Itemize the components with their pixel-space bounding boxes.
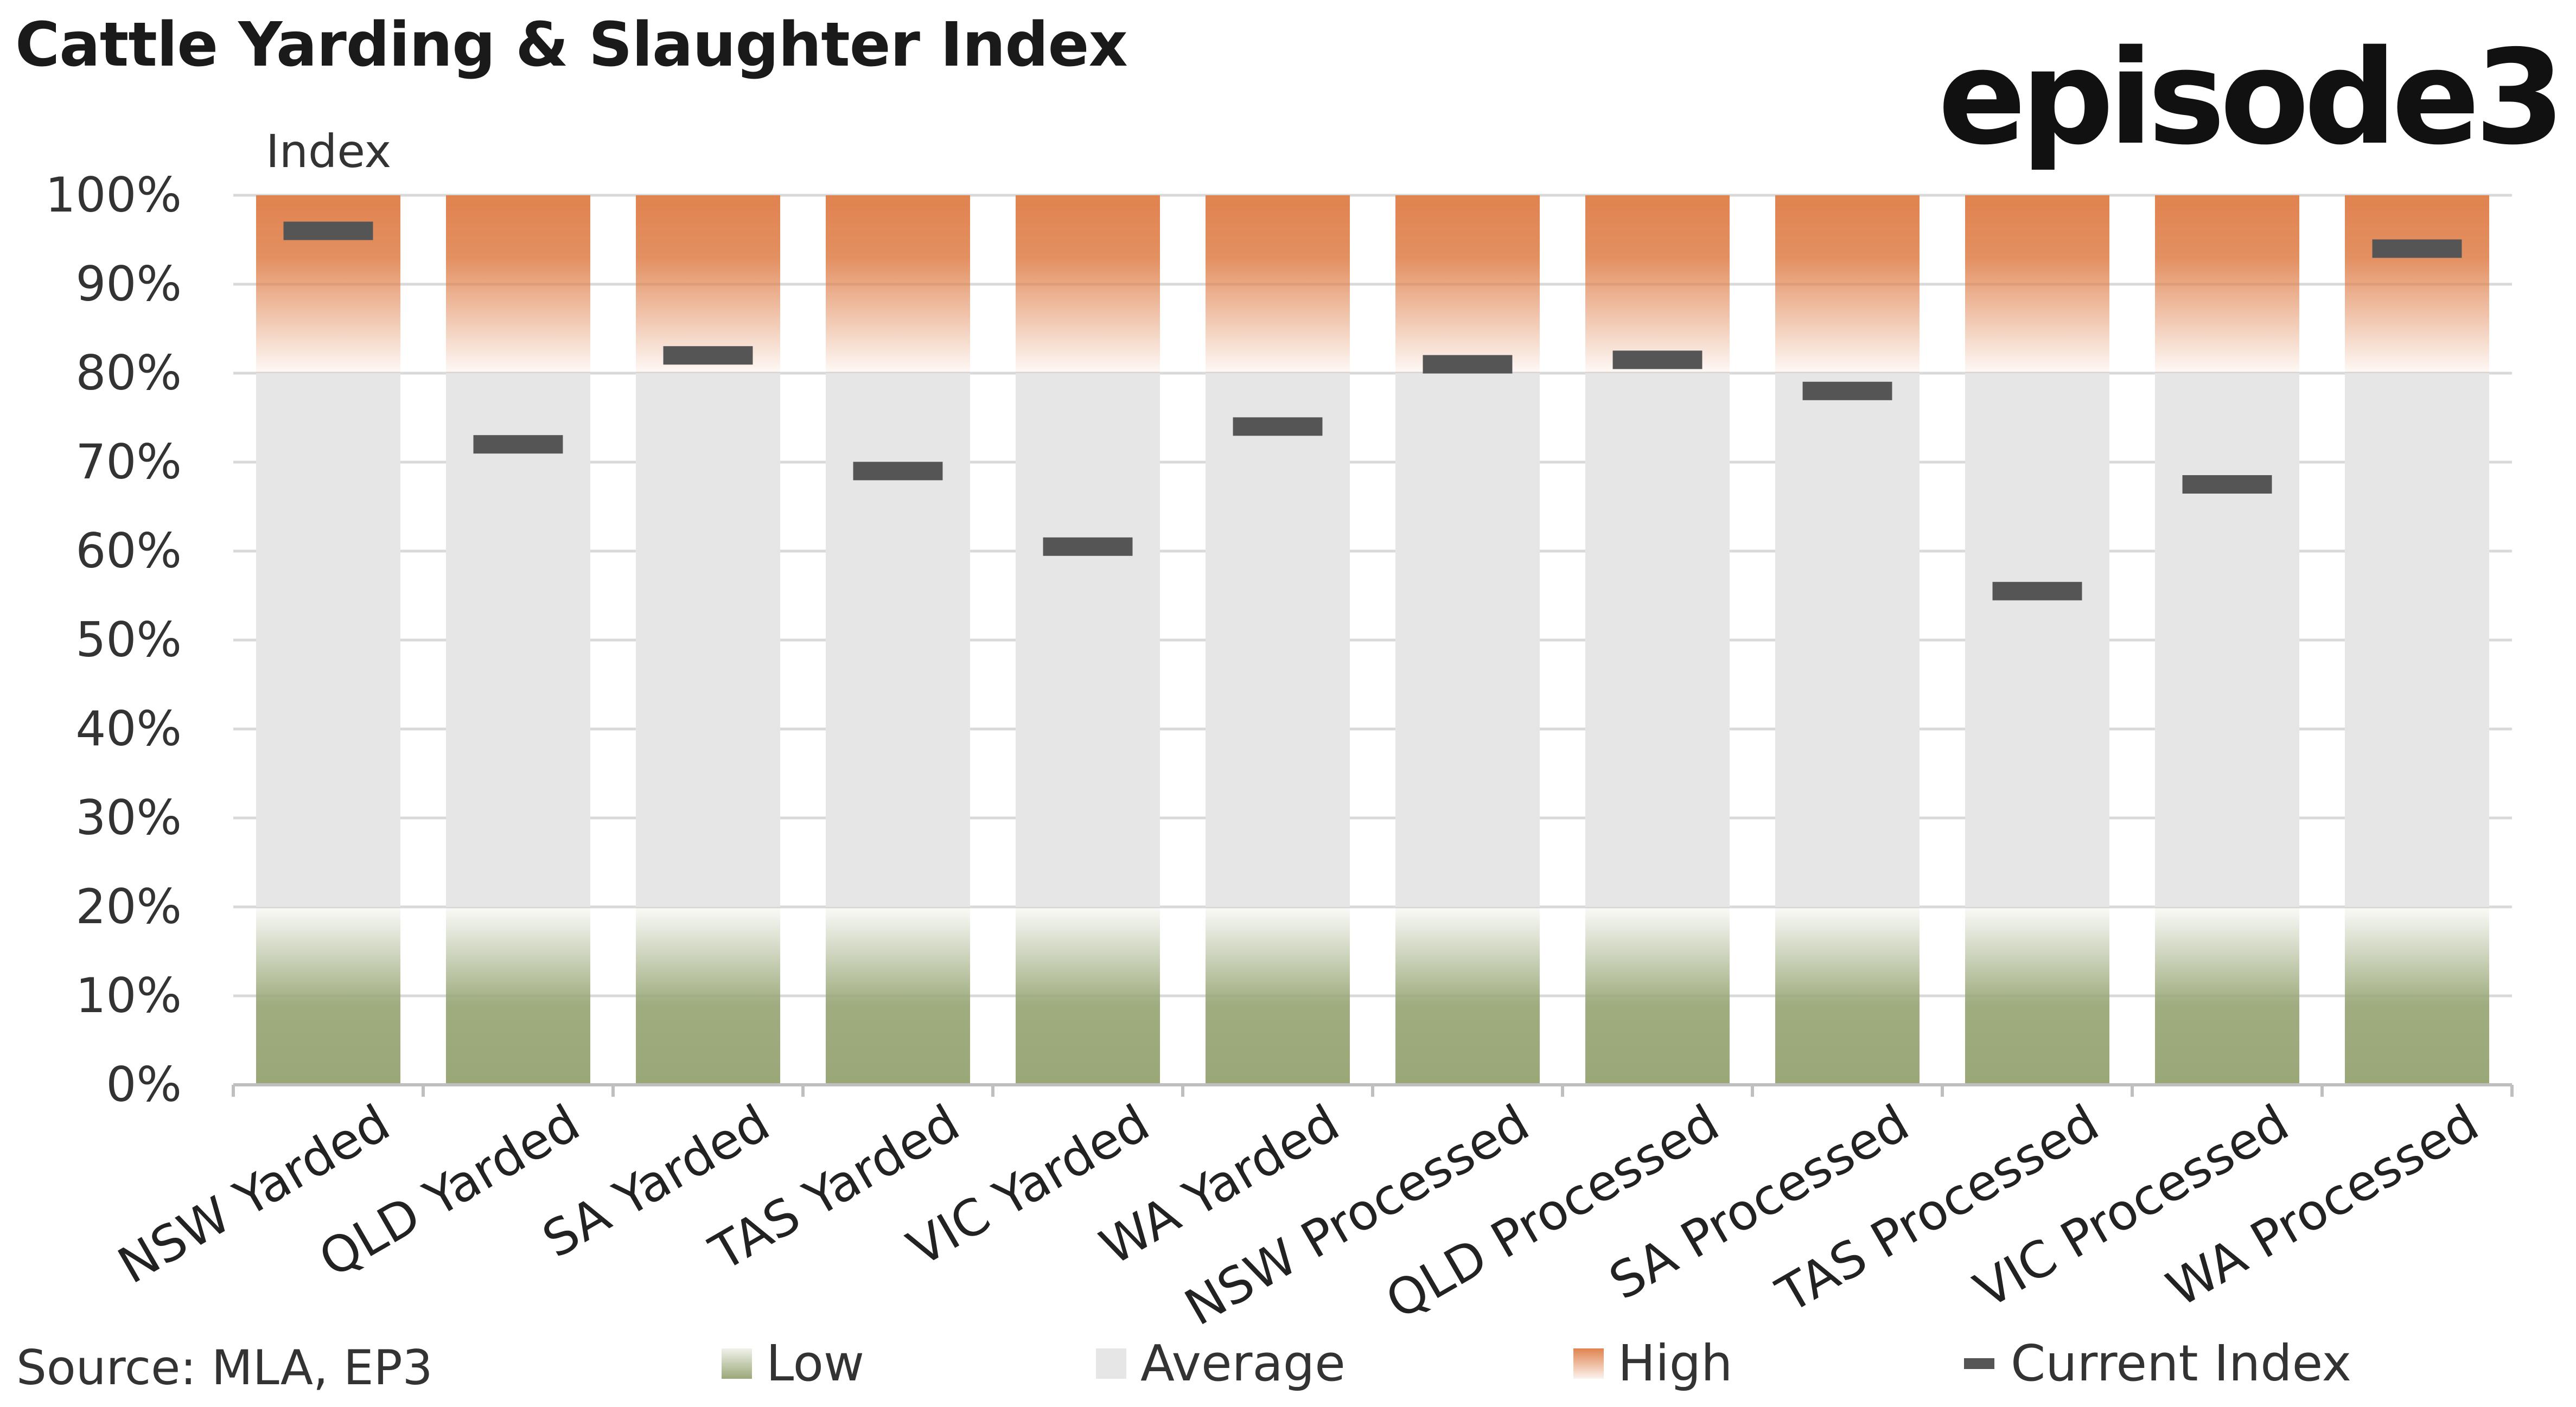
current-index-marker — [1802, 381, 1892, 400]
y-tick-label: 20% — [75, 879, 182, 935]
current-index-marker — [1612, 350, 1703, 369]
average-band — [636, 373, 780, 907]
low-band — [1016, 907, 1160, 1085]
high-band — [1206, 195, 1350, 373]
y-tick-label: 90% — [75, 256, 182, 312]
current-index-marker — [1233, 417, 1323, 436]
average-band — [2155, 373, 2299, 907]
y-tick-label: 100% — [45, 167, 182, 223]
low-band — [256, 907, 400, 1085]
low-band — [2155, 907, 2299, 1085]
low-band — [1585, 907, 1730, 1085]
average-band — [1395, 373, 1540, 907]
low-band — [1775, 907, 1920, 1085]
average-swatch — [1096, 1348, 1126, 1379]
average-band — [1016, 373, 1160, 907]
x-tick-label: WA Processed — [2157, 1093, 2488, 1318]
y-tick-label: 0% — [106, 1057, 182, 1112]
y-tick-label: 60% — [75, 523, 182, 579]
current-index-marker — [1043, 537, 1133, 556]
high-band — [636, 195, 780, 373]
y-axis-ticks: 0% 10% 20% 30% 40% 50% 60% 70% 80% 90% 100% — [45, 167, 182, 1112]
high-band — [446, 195, 590, 373]
current-index-swatch — [1964, 1358, 1994, 1369]
high-band — [2155, 195, 2299, 373]
episode3-logo: episode3 — [1937, 22, 2565, 174]
chart-title: Cattle Yarding & Slaughter Index — [15, 10, 1128, 80]
current-index-marker — [2182, 475, 2272, 494]
y-tick-label: 80% — [75, 345, 182, 401]
legend-high-label: High — [1618, 1334, 1733, 1392]
x-tick-label: NSW Processed — [1175, 1093, 1539, 1336]
low-band — [636, 907, 780, 1085]
low-band — [1395, 907, 1540, 1085]
average-band — [826, 373, 970, 907]
average-band — [1965, 373, 2109, 907]
current-index-marker — [1992, 581, 2082, 600]
y-tick-label: 40% — [75, 701, 182, 757]
current-index-marker — [473, 435, 563, 454]
high-band — [826, 195, 970, 373]
legend-low-label: Low — [766, 1334, 865, 1392]
average-band — [2345, 373, 2489, 907]
current-index-markers — [283, 221, 2462, 600]
x-tick-label: TAS Processed — [1767, 1093, 2108, 1324]
x-tick-label: QLD Processed — [1376, 1093, 1729, 1331]
low-band — [446, 907, 590, 1085]
y-tick-label: 70% — [75, 434, 182, 490]
current-index-marker — [2372, 239, 2462, 258]
current-index-marker — [663, 346, 753, 365]
low-band — [826, 907, 970, 1085]
legend-high: High — [1573, 1334, 1732, 1392]
high-band — [1775, 195, 1920, 373]
legend-low: Low — [722, 1334, 864, 1392]
low-swatch — [722, 1348, 752, 1379]
band-bars — [256, 195, 2489, 1085]
high-band — [1965, 195, 2109, 373]
y-axis-label: Index — [266, 125, 391, 178]
low-band — [1965, 907, 2109, 1085]
average-band — [1775, 373, 1920, 907]
legend-current: Current Index — [1964, 1334, 2351, 1392]
legend-current-label: Current Index — [2011, 1334, 2352, 1392]
high-band — [2345, 195, 2489, 373]
low-band — [2345, 907, 2489, 1085]
low-band — [1206, 907, 1350, 1085]
high-band — [1395, 195, 1540, 373]
average-band — [446, 373, 590, 907]
average-band — [256, 373, 400, 907]
source-note: Source: MLA, EP3 — [16, 1340, 433, 1396]
current-index-marker — [1423, 355, 1513, 374]
legend-average: Average — [1096, 1334, 1346, 1392]
x-tick-label: VIC Processed — [1965, 1093, 2298, 1319]
high-band — [1585, 195, 1730, 373]
current-index-marker — [283, 221, 373, 240]
high-swatch — [1573, 1348, 1604, 1379]
y-tick-label: 10% — [75, 968, 182, 1024]
y-tick-label: 30% — [75, 790, 182, 846]
average-band — [1206, 373, 1350, 907]
average-band — [1585, 373, 1730, 907]
gridlines — [233, 194, 2512, 1086]
high-band — [1016, 195, 1160, 373]
current-index-marker — [853, 462, 943, 481]
legend-average-label: Average — [1140, 1334, 1346, 1392]
y-tick-label: 50% — [75, 612, 182, 668]
